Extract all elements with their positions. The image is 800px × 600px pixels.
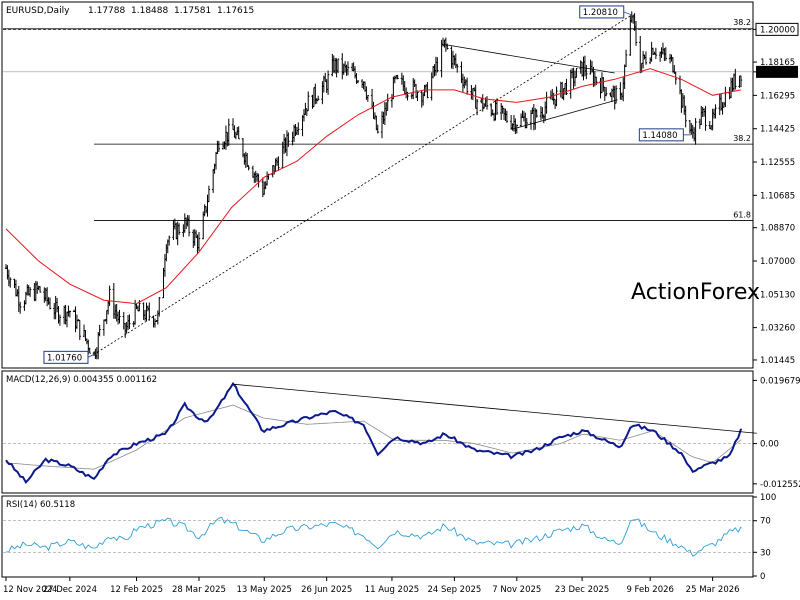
triangle-trendline: [512, 99, 618, 130]
price-tick-label: 1.20000: [760, 25, 795, 35]
date-tick-label: 12 Feb 2025: [110, 585, 163, 595]
price-tick-label: 1.10685: [760, 191, 795, 201]
fib-level-label: 38.2: [733, 134, 751, 143]
rsi-tick-label: 70: [760, 517, 771, 527]
date-tick-label: 24 Sep 2025: [427, 585, 481, 595]
date-tick-label: 7 Nov 2025: [492, 585, 541, 595]
rsi-tick-label: 30: [760, 548, 771, 558]
macd-title: MACD(12,26,9) 0.004355 0.001162: [6, 375, 157, 385]
date-tick-label: 27 Dec 2024: [43, 585, 97, 595]
ohlc-low: 1.17581: [174, 6, 211, 16]
price-panel-frame: [1, 1, 754, 369]
fib-level-label: 61.8: [733, 211, 751, 220]
rsi-tick-label: 100: [760, 493, 776, 503]
triangle-trendline: [444, 44, 615, 74]
rsi-panel[interactable]: 100 70 30 0 RSI(14) 60.5118: [1, 493, 776, 582]
date-tick-label: 11 Aug 2025: [365, 585, 419, 595]
macd-tick-label: -0.012552: [760, 480, 800, 490]
macd-tick-label: 0.019679: [760, 376, 800, 386]
trendlines: [93, 14, 632, 355]
annotation-label: 1.01760: [47, 353, 82, 363]
price-tick-label: 1.16295: [760, 91, 795, 101]
date-tick-label: 26 Jun 2025: [301, 585, 352, 595]
annotation-label: 1.20810: [583, 8, 618, 18]
symbol-label: EURUSD,Daily: [6, 6, 70, 16]
watermark: ActionForex: [631, 280, 760, 305]
rsi-tick-label: 0: [760, 572, 765, 582]
macd-axis: 0.019679 0.00 -0.012552: [753, 376, 800, 490]
macd-tick-label: 0.00: [760, 440, 779, 450]
price-panel[interactable]: ActionForex 38.238.261.8 1.208101.140801…: [1, 1, 799, 369]
ohlc-high: 1.18488: [131, 6, 168, 16]
macd-panel-frame: [1, 370, 754, 494]
price-tick-label: 1.17615: [760, 68, 795, 78]
annotation-box: [638, 128, 684, 142]
price-tick-label: 1.12555: [760, 158, 795, 168]
price-tick-label: 1.07000: [760, 257, 795, 267]
price-bars: [4, 11, 743, 360]
rsi-title: RSI(14) 60.5118: [6, 500, 75, 510]
rsi-line-path: [5, 516, 742, 557]
fib-level-label: 38.2: [733, 18, 751, 27]
date-tick-label: 28 Mar 2025: [172, 585, 226, 595]
macd-lines: [5, 382, 757, 484]
date-tick-label: 13 May 2025: [237, 585, 292, 595]
price-tick-label: 1.01445: [760, 356, 795, 366]
macd-trendline: [232, 383, 757, 434]
date-tick-label: 12 Nov 2024: [3, 585, 57, 595]
round-level-tag: [755, 22, 799, 36]
moving-average-path: [5, 68, 742, 305]
moving-average-line: [5, 68, 742, 305]
price-tick-label: 1.08870: [760, 224, 795, 234]
price-tick-label: 1.18165: [760, 58, 795, 68]
uptrend-line: [93, 14, 632, 355]
annotation-box: [43, 350, 89, 364]
macd-line-path: [5, 382, 742, 484]
date-tick-label: 9 Feb 2026: [626, 585, 674, 595]
date-tick-label: 23 Dec 2025: [555, 585, 609, 595]
price-tick-label: 1.05130: [760, 290, 795, 300]
annotation-leader: [623, 11, 632, 16]
macd-panel[interactable]: 0.019679 0.00 -0.012552 MACD(12,26,9) 0.00…: [1, 370, 800, 494]
current-price-tag: [756, 65, 798, 78]
rsi-line: [5, 516, 742, 557]
rsi-panel-frame: [1, 495, 754, 578]
ohlc-close: 1.17615: [217, 6, 254, 16]
date-tick-label: 25 Mar 2026: [686, 585, 740, 595]
annotation-box: [579, 5, 625, 19]
ohlc-open: 1.17788: [88, 6, 125, 16]
price-tick-label: 1.14425: [760, 125, 795, 135]
rsi-axis: 100 70 30 0: [753, 493, 776, 582]
annotation-leader: [87, 353, 95, 358]
annotation-label: 1.14080: [642, 131, 677, 141]
price-tick-label: 1.03260: [760, 324, 795, 334]
signal-line-path: [5, 404, 742, 470]
price-annotations: 1.20810 1.14080 1.01760: [43, 5, 692, 364]
